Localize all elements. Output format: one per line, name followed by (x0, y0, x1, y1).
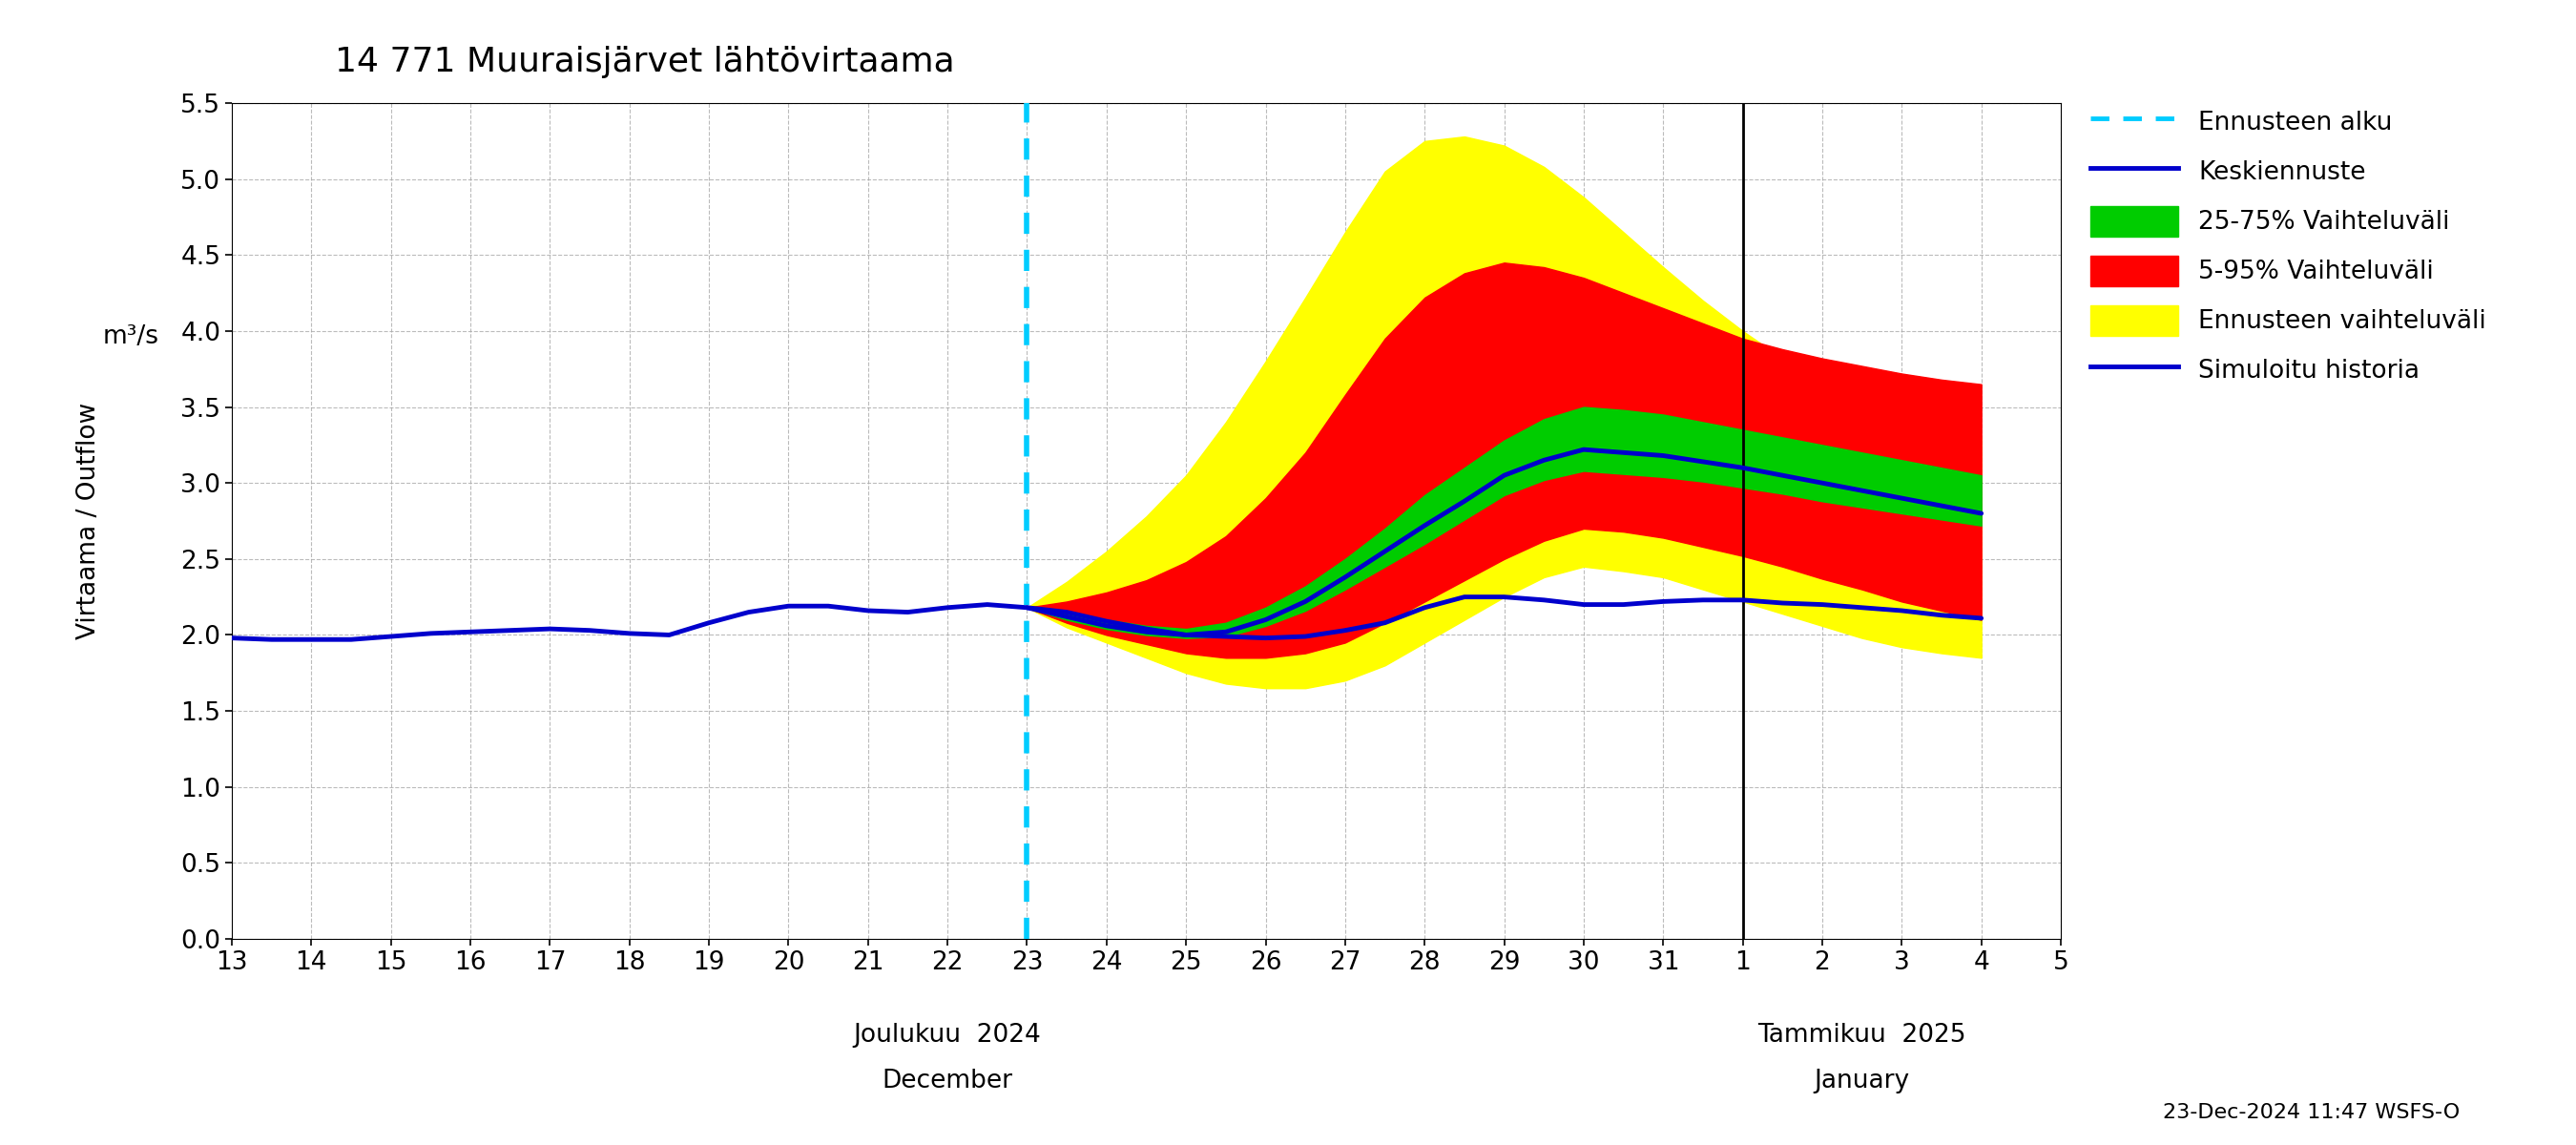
Y-axis label: Virtaama / Outflow: Virtaama / Outflow (77, 403, 100, 639)
Text: m³/s: m³/s (103, 325, 160, 349)
Text: 23-Dec-2024 11:47 WSFS-O: 23-Dec-2024 11:47 WSFS-O (2164, 1103, 2460, 1122)
Text: Joulukuu  2024: Joulukuu 2024 (853, 1022, 1041, 1048)
Text: Tammikuu  2025: Tammikuu 2025 (1757, 1022, 1965, 1048)
Text: 14 771 Muuraisjärvet lähtövirtaama: 14 771 Muuraisjärvet lähtövirtaama (335, 46, 956, 78)
Text: December: December (881, 1068, 1012, 1093)
Text: January: January (1814, 1068, 1909, 1093)
Legend: Ennusteen alku, Keskiennuste, 25-75% Vaihteluväli, 5-95% Vaihteluväli, Ennusteen: Ennusteen alku, Keskiennuste, 25-75% Vai… (2081, 98, 2494, 393)
